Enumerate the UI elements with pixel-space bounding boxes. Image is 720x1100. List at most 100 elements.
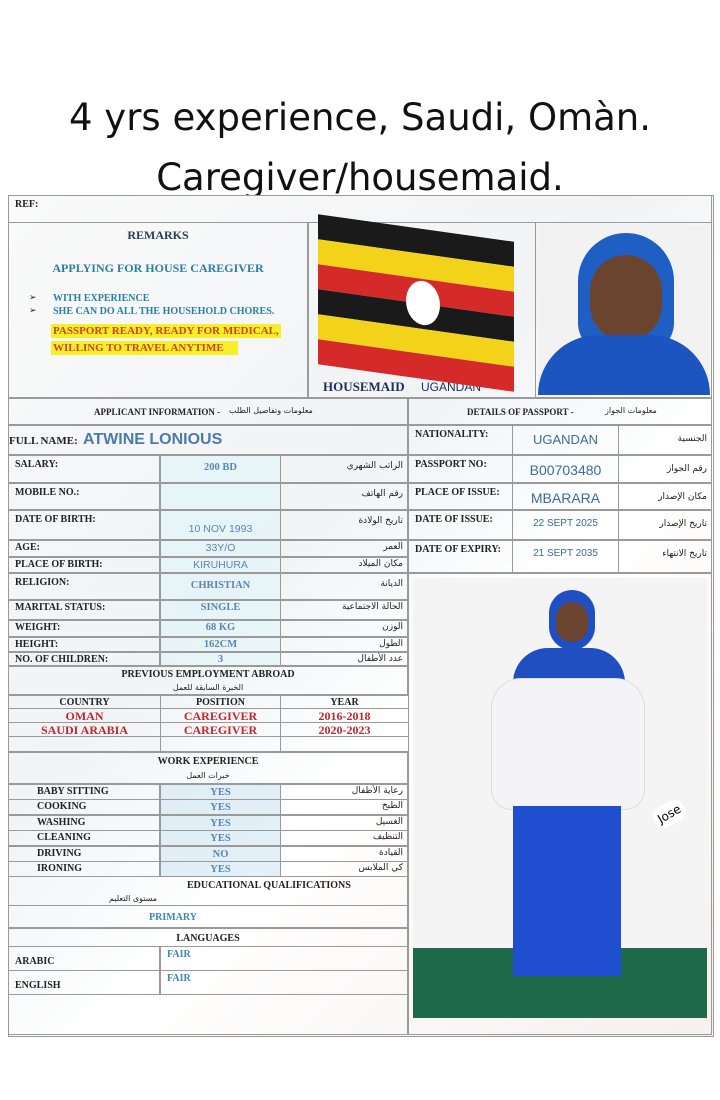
- remarks-bullet: SHE CAN DO ALL THE HOUSEHOLD CHORES.: [53, 306, 275, 317]
- passport-field-value: MBARARA: [530, 490, 601, 506]
- remarks-title: REMARKS: [127, 228, 189, 242]
- language-value: FAIR: [167, 949, 191, 960]
- employment-arabic: الخبرة السابقة للعمل: [172, 683, 244, 692]
- employment-value: 2020-2023: [318, 723, 371, 737]
- work-value-cell: NO: [160, 845, 281, 862]
- field-value: 68 KG: [205, 622, 236, 633]
- passport-field-label: DATE OF EXPIRY:: [415, 544, 501, 555]
- employment-empty-cell: [160, 736, 281, 752]
- passport-label-cell: PASSPORT NO:: [408, 455, 513, 483]
- field-arabic-label: تاريخ الولادة: [358, 516, 403, 526]
- work-label-cell: WASHING: [8, 814, 160, 831]
- field-value: SINGLE: [200, 602, 241, 613]
- applicant-value-cell: 3: [160, 652, 281, 666]
- employment-cell: SAUDI ARABIA: [8, 722, 161, 737]
- employment-cell: 2016-2018: [280, 708, 409, 723]
- employment-column-header: YEAR: [280, 695, 409, 709]
- work-arabic-label: رعاية الأطفال: [351, 786, 403, 796]
- field-value: 200 BD: [204, 462, 237, 473]
- language-value-cell: FAIR: [160, 946, 408, 971]
- passport-field-value: UGANDAN: [532, 432, 598, 447]
- ref-row: REF:: [8, 195, 712, 223]
- employment-value: OMAN: [65, 709, 104, 723]
- full-name-row: FULL NAME: ATWINE LONIOUS: [8, 425, 408, 455]
- employment-cell: 2020-2023: [280, 722, 409, 737]
- applicant-label-cell: MARITAL STATUS:: [8, 600, 160, 620]
- uganda-flag-image: [318, 214, 514, 392]
- field-label: HEIGHT:: [15, 639, 59, 650]
- passport-arabic-cell: الجنسية: [618, 425, 712, 455]
- applicant-label-cell: WEIGHT:: [8, 620, 160, 637]
- applicant-value-cell: KIRUHURA: [160, 557, 281, 573]
- remarks-bullet: WITH EXPERIENCE: [53, 293, 150, 304]
- passport-label-cell: DATE OF ISSUE:: [408, 510, 513, 540]
- employment-value: CAREGIVER: [183, 709, 258, 723]
- field-arabic-label: عدد الأطفال: [357, 654, 403, 664]
- passport-field-label: DATE OF ISSUE:: [415, 514, 493, 525]
- work-arabic-cell: رعاية الأطفال: [280, 784, 408, 800]
- applying-text: APPLYING FOR HOUSE CAREGIVER: [52, 261, 264, 275]
- passport-arabic-label: مكان الإصدار: [658, 492, 707, 502]
- passport-header: DETAILS OF PASSPORT - معلومات الجواز: [408, 398, 712, 425]
- applicant-arabic-cell: الحالة الاجتماعية: [280, 600, 408, 620]
- employment-header: PREVIOUS EMPLOYMENT ABROAD الخبرة السابقة…: [8, 666, 408, 695]
- field-value: 162CM: [203, 639, 238, 650]
- work-label-cell: CLEANING: [8, 830, 160, 847]
- work-header: WORK EXPERIENCE خبرات العمل: [8, 752, 408, 784]
- passport-value-cell: MBARARA: [512, 483, 619, 510]
- work-label-cell: DRIVING: [8, 845, 160, 862]
- passport-field-label: PASSPORT NO:: [415, 459, 487, 470]
- flag-caption-bold: HOUSEMAID: [323, 379, 405, 394]
- work-arabic-label: التنظيف: [372, 832, 403, 843]
- passport-value-cell: UGANDAN: [512, 425, 619, 455]
- employment-column-header: POSITION: [160, 695, 281, 709]
- field-arabic-label: الحالة الاجتماعية: [342, 602, 403, 612]
- applicant-arabic-cell: الراتب الشهري: [280, 455, 408, 483]
- education-title: EDUCATIONAL QUALIFICATIONS: [187, 880, 351, 891]
- applicant-label-cell: RELIGION:: [8, 573, 160, 600]
- passport-arabic-cell: تاريخ الانتهاء: [618, 540, 712, 573]
- employment-cell: OMAN: [8, 708, 161, 723]
- employment-value: 2016-2018: [318, 709, 371, 723]
- work-value: YES: [210, 864, 231, 875]
- employment-empty-cell: [8, 736, 161, 752]
- employment-cell: CAREGIVER: [160, 722, 281, 737]
- work-label: IRONING: [37, 863, 83, 874]
- passport-label-cell: PLACE OF ISSUE:: [408, 483, 513, 510]
- passport-label-cell: DATE OF EXPIRY:: [408, 540, 513, 573]
- bullet-arrow-icon: ➢: [29, 306, 37, 316]
- caption-line-2: Caregiver/housemaid.: [156, 156, 564, 199]
- language-label: ARABIC: [15, 956, 55, 967]
- field-label: PLACE OF BIRTH:: [15, 559, 103, 570]
- applicant-label-cell: NO. OF CHILDREN:: [8, 652, 160, 666]
- work-label-cell: COOKING: [8, 799, 160, 816]
- full-body-photo: Jose: [413, 578, 707, 1018]
- work-arabic-label: الغسيل: [375, 816, 403, 827]
- passport-arabic-cell: مكان الإصدار: [618, 483, 712, 510]
- work-value-cell: YES: [160, 861, 281, 877]
- work-arabic-cell: الطبخ: [280, 799, 408, 816]
- passport-arabic-label: رقم الجواز: [666, 464, 707, 474]
- field-label: DATE OF BIRTH:: [15, 514, 96, 525]
- applicant-value-cell: 200 BD: [160, 455, 281, 483]
- employment-title: PREVIOUS EMPLOYMENT ABROAD: [121, 669, 295, 680]
- applicant-label-cell: DATE OF BIRTH:: [8, 510, 160, 540]
- work-label-cell: BABY SITTING: [8, 784, 160, 800]
- field-label: RELIGION:: [15, 577, 70, 588]
- work-arabic-label: كي الملابس: [358, 863, 403, 873]
- applicant-value-cell: 68 KG: [160, 620, 281, 637]
- applicant-header-en: APPLICANT INFORMATION -: [94, 407, 221, 417]
- education-value: PRIMARY: [149, 912, 197, 923]
- passport-arabic-label: الجنسية: [677, 434, 707, 444]
- work-value-cell: YES: [160, 830, 281, 847]
- field-label: WEIGHT:: [15, 622, 61, 633]
- field-arabic-label: الراتب الشهري: [346, 461, 403, 471]
- employment-value: CAREGIVER: [183, 723, 258, 737]
- column-header: POSITION: [196, 697, 245, 708]
- work-arabic: خبرات العمل: [186, 771, 230, 780]
- passport-field-label: NATIONALITY:: [415, 429, 489, 440]
- field-arabic-label: الوزن: [382, 622, 403, 632]
- applicant-header-ar: معلومات وتفاصيل الطلب: [229, 406, 313, 415]
- passport-field-value: 22 SEPT 2025: [533, 518, 598, 529]
